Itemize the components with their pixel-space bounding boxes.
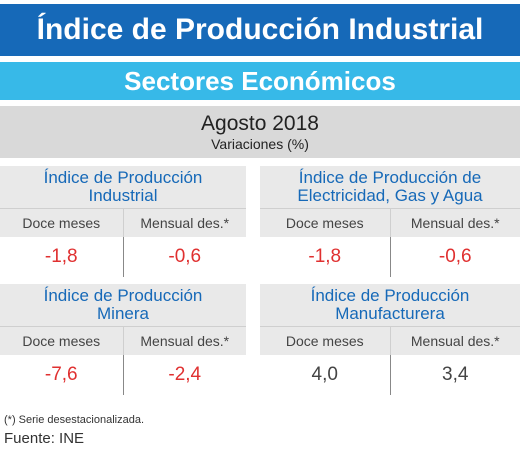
card-title: Índice de Producción Manufacturera [260,284,520,326]
annual-label: Doce meses [260,209,391,237]
period-label: Agosto 2018 [201,112,319,135]
monthly-value: -0,6 [168,246,202,267]
card-values: -1,8 -0,6 [0,237,246,277]
card-header: Doce meses Mensual des.* [0,208,246,237]
card-header: Doce meses Mensual des.* [260,208,520,237]
card-title-line2: Electricidad, Gas y Agua [297,186,483,205]
card-title-line1: Índice de Producción [43,168,203,187]
card-title: Índice de Producción Minera [0,284,246,326]
card-electricity: Índice de Producción de Electricidad, Ga… [260,166,520,277]
annual-label: Doce meses [0,209,124,237]
source-label: Fuente: INE [4,430,85,447]
card-manufacturing: Índice de Producción Manufacturera Doce … [260,284,520,395]
card-values: -7,6 -2,4 [0,355,246,395]
footnote: (*) Serie desestacionalizada. [4,414,145,426]
annual-label: Doce meses [0,327,124,355]
variation-label: Variaciones (%) [211,136,309,152]
card-title-line1: Índice de Producción [310,286,470,305]
main-title-banner: Índice de Producción Industrial [0,4,520,56]
monthly-label: Mensual des.* [410,215,500,231]
card-mining: Índice de Producción Minera Doce meses M… [0,284,246,395]
card-title: Índice de Producción Industrial [0,166,246,208]
monthly-value: 3,4 [442,364,469,385]
card-values: 4,0 3,4 [260,355,520,395]
monthly-label: Mensual des.* [140,333,230,349]
card-title-line2: Manufacturera [335,304,445,323]
annual-label: Doce meses [260,327,391,355]
annual-value: -1,8 [260,237,391,277]
monthly-label: Mensual des.* [140,215,230,231]
monthly-value: -2,4 [168,364,202,385]
subtitle: Sectores Económicos [124,66,396,96]
annual-value: 4,0 [260,355,391,395]
annual-value: -1,8 [0,237,124,277]
main-title: Índice de Producción Industrial [36,13,484,46]
card-industrial: Índice de Producción Industrial Doce mes… [0,166,246,277]
card-title-line2: Industrial [88,186,158,205]
monthly-label: Mensual des.* [410,333,500,349]
period-box: Agosto 2018 Variaciones (%) [0,106,520,158]
card-title-line1: Índice de Producción [43,286,203,305]
subtitle-banner: Sectores Económicos [0,62,520,100]
card-title-line2: Minera [97,304,149,323]
annual-value: -7,6 [0,355,124,395]
monthly-value: -0,6 [438,246,472,267]
card-title-line1: Índice de Producción de [298,168,482,187]
card-header: Doce meses Mensual des.* [0,326,246,355]
card-header: Doce meses Mensual des.* [260,326,520,355]
card-values: -1,8 -0,6 [260,237,520,277]
card-title: Índice de Producción de Electricidad, Ga… [260,166,520,208]
